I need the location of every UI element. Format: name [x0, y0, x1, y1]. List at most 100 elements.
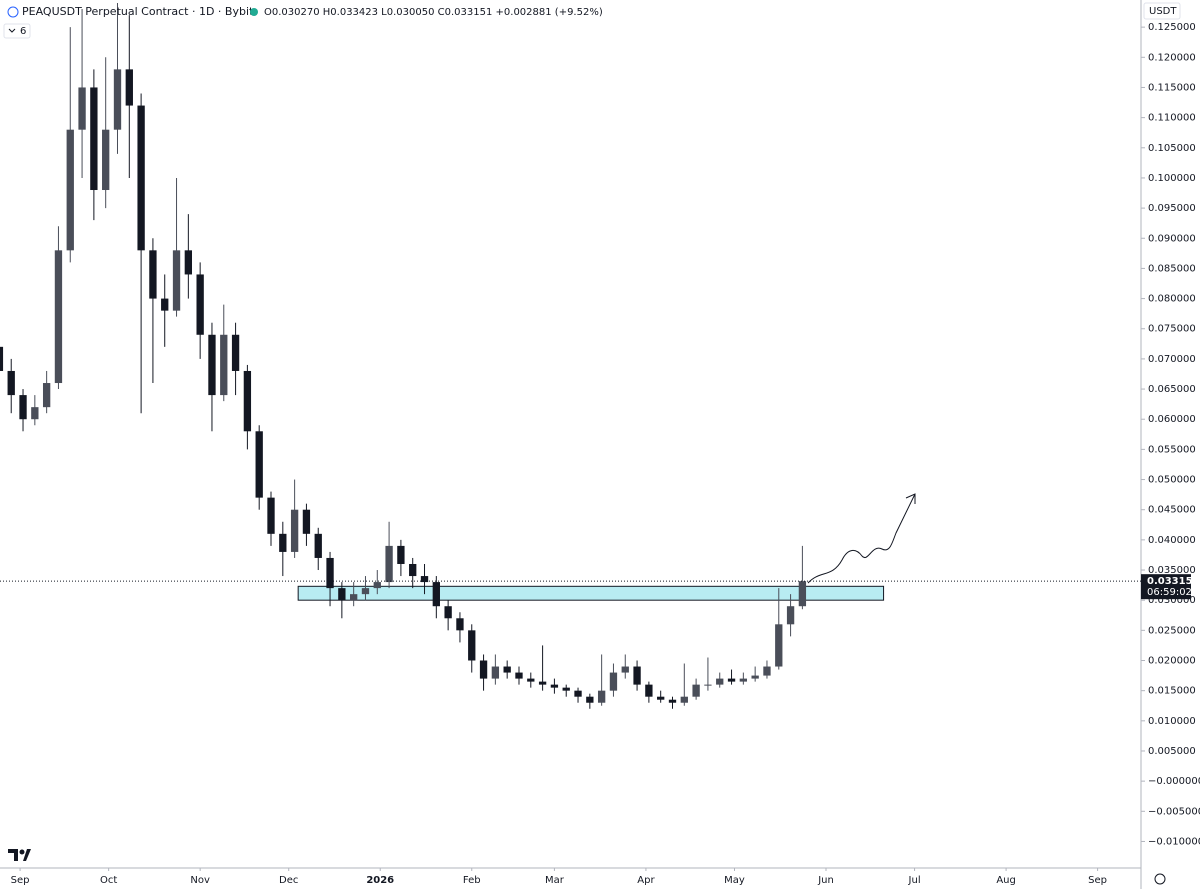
candle-body [208, 334, 216, 396]
logo-part [19, 849, 25, 855]
candle-body [444, 606, 452, 619]
symbol-icon [7, 6, 19, 18]
y-tick-label: 0.005000 [1148, 746, 1196, 757]
y-tick-label: 0.020000 [1148, 656, 1196, 667]
candle-body [633, 666, 641, 685]
x-tick-label: Sep [11, 875, 30, 886]
candle-body [562, 687, 570, 691]
candle-body [491, 666, 500, 679]
y-tick-label: −0.010000 [1148, 836, 1200, 847]
indicator-count: 6 [20, 26, 26, 37]
x-tick-label: Feb [463, 875, 481, 886]
y-tick-label: 0.090000 [1148, 233, 1196, 244]
candle-body [78, 87, 86, 130]
candle-body [609, 672, 618, 691]
candle-body [727, 678, 736, 682]
y-tick-label: 0.045000 [1148, 505, 1196, 516]
tv-logo [8, 849, 31, 861]
candle-body [574, 690, 582, 697]
candle-body [527, 678, 535, 682]
y-tick-label: 0.015000 [1148, 686, 1196, 697]
y-tick-label: 0.050000 [1148, 475, 1196, 486]
candle-body [290, 509, 299, 552]
y-tick-label: 0.060000 [1148, 414, 1196, 425]
x-tick-label: Sep [1088, 875, 1107, 886]
candle-body [231, 334, 240, 371]
plot-area [0, 3, 885, 709]
countdown: 06:59:02 [1147, 587, 1192, 598]
candle-body [350, 594, 358, 601]
x-tick-label: Dec [279, 875, 298, 886]
symbol-title: PEAQUSDT Perpetual Contract · 1D · Bybit [22, 5, 254, 18]
y-tick-label: 0.010000 [1148, 716, 1196, 727]
candle-body [302, 509, 311, 534]
candle-body [751, 675, 759, 679]
settings-icon[interactable] [1154, 873, 1166, 885]
candle-body [90, 87, 98, 191]
y-tick-label: 0.075000 [1148, 324, 1196, 335]
candle-body [361, 588, 370, 595]
y-tick-label: 0.120000 [1148, 52, 1196, 63]
y-tick-label: 0.055000 [1148, 444, 1196, 455]
y-tick-label: 0.065000 [1148, 384, 1196, 395]
currency-button[interactable] [1143, 2, 1181, 20]
x-tick-label: Aug [996, 875, 1016, 886]
candle-body [149, 250, 157, 299]
candle-body [657, 696, 665, 700]
candle-body [243, 370, 252, 432]
candle-body [786, 606, 795, 625]
indicator-toggle[interactable] [3, 23, 31, 39]
candle-body [279, 533, 287, 552]
y-tick-label: 0.125000 [1148, 22, 1196, 33]
logo-part [8, 849, 18, 861]
candle-body [54, 250, 63, 384]
market-status [250, 8, 258, 16]
candle-body [420, 576, 429, 583]
candle-body [479, 660, 488, 679]
candle-body [515, 672, 523, 679]
y-tick-label: −0.005000 [1148, 806, 1200, 817]
candle-body [385, 545, 393, 583]
candle-body [255, 431, 263, 498]
candle-body [668, 699, 677, 703]
candle-body [31, 407, 39, 420]
y-tick-label: −0.000000 [1148, 776, 1200, 787]
candle-body [739, 678, 748, 682]
candle-body [409, 563, 417, 577]
plot-content [0, 3, 885, 709]
candle-body [220, 334, 228, 396]
x-tick-label: Oct [100, 875, 117, 886]
currency: USDT [1149, 6, 1177, 17]
y-tick-label: 0.040000 [1148, 535, 1196, 546]
candle-body [538, 681, 547, 685]
x-tick-label: 2026 [366, 875, 394, 886]
candle-body [468, 630, 476, 661]
candle-body [113, 69, 122, 130]
x-tick-label: Jul [908, 875, 921, 886]
candle-body [125, 69, 133, 106]
x-tick-label: Apr [637, 875, 655, 886]
candle-body [172, 250, 181, 311]
ohlc: O0.030270 H0.033423 L0.030050 C0.033151 … [264, 7, 603, 18]
candle-body [42, 383, 51, 408]
candle-body [798, 581, 807, 607]
support-zone [297, 585, 885, 601]
candle-body [373, 582, 381, 589]
candle-body [66, 129, 74, 251]
y-tick-label: 0.105000 [1148, 143, 1196, 154]
x-tick-label: Nov [190, 875, 210, 886]
y-tick-label: 0.115000 [1148, 82, 1196, 93]
y-tick-label: 0.095000 [1148, 203, 1196, 214]
y-tick-label: 0.025000 [1148, 625, 1196, 636]
candle-body [586, 696, 594, 703]
candle-body [184, 250, 193, 275]
y-tick-label: 0.085000 [1148, 263, 1196, 274]
y-tick-label: 0.030000 [1148, 595, 1196, 606]
y-tick-label: 0.080000 [1148, 294, 1196, 305]
candle-body [597, 690, 606, 703]
candle-body [680, 696, 688, 703]
arrow-head [905, 493, 916, 504]
candle-body [267, 497, 275, 534]
projection-arrow [807, 493, 916, 584]
candle-body [196, 274, 204, 335]
